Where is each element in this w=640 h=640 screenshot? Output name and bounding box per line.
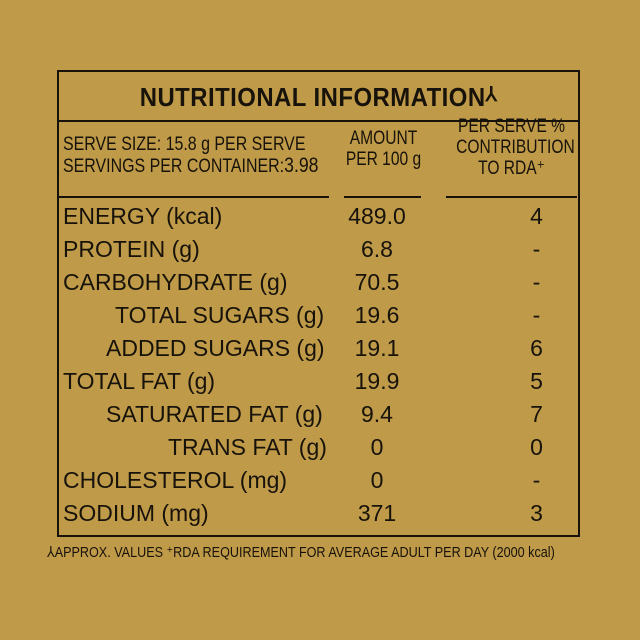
rda-value: - (532, 236, 541, 262)
nutrient-name: CARBOHYDRATE (g) (63, 269, 288, 295)
amount-value: 70.5 (354, 269, 400, 295)
rda-header-line1: PER SERVE % (457, 116, 566, 137)
servings-per-container: SERVINGS PER CONTAINER:3.98 (63, 155, 318, 177)
rda-value: 7 (530, 401, 543, 427)
rda-value: 4 (530, 203, 543, 229)
nutrient-name: ADDED SUGARS (g) (106, 335, 325, 361)
rda-value: - (532, 302, 541, 328)
footnote: ⅄APPROX. VALUES ⁺RDA REQUIREMENT FOR AVE… (47, 544, 555, 561)
amount-header-line2: PER 100 g (345, 149, 422, 170)
nutrient-name: TOTAL SUGARS (g) (115, 302, 325, 328)
header-divider (344, 196, 421, 198)
rda-value: 5 (530, 368, 543, 394)
serve-size: SERVE SIZE: 15.8 g PER SERVE (63, 134, 306, 155)
nutrient-name: SATURATED FAT (g) (106, 401, 323, 427)
header-divider (59, 196, 329, 198)
amount-value: 371 (357, 500, 397, 526)
table-row: SODIUM (mg) 371 3 (59, 496, 578, 529)
nutrient-name: SODIUM (mg) (63, 500, 209, 526)
amount-value: 0 (370, 434, 384, 460)
table-row: ENERGY (kcal) 489.0 4 (59, 199, 578, 232)
amount-value: 489.0 (348, 203, 406, 229)
rda-header-line3: TO RDA⁺ (478, 158, 545, 179)
table-row: TRANS FAT (g) 0 0 (59, 430, 578, 463)
servings-value: 3.98 (284, 154, 319, 177)
rda-value: - (532, 467, 541, 493)
amount-value: 9.4 (361, 401, 393, 427)
nutrient-name: TRANS FAT (g) (168, 434, 327, 460)
amount-value: 19.9 (354, 368, 400, 394)
servings-label: SERVINGS PER CONTAINER: (63, 156, 285, 177)
table-row: CHOLESTEROL (mg) 0 - (59, 463, 578, 496)
rda-value: 3 (530, 500, 543, 526)
rda-column-header: PER SERVE % CONTRIBUTION TO RDA⁺ (456, 116, 575, 179)
amount-value: 6.8 (361, 236, 393, 262)
nutrient-name: TOTAL FAT (g) (63, 368, 216, 394)
amount-value: 0 (370, 467, 384, 493)
table-row: PROTEIN (g) 6.8 - (59, 232, 578, 265)
rda-value: 0 (530, 434, 543, 460)
table-row: TOTAL SUGARS (g) 19.6 - (59, 298, 578, 331)
table-row: ADDED SUGARS (g) 19.1 6 (59, 331, 578, 364)
table-row: SATURATED FAT (g) 9.4 7 (59, 397, 578, 430)
table-row: CARBOHYDRATE (g) 70.5 - (59, 265, 578, 298)
amount-value: 19.1 (354, 335, 400, 361)
nutrition-table: NUTRITIONAL INFORMATION⅄ SERVE SIZE: 15.… (57, 70, 580, 537)
nutrient-name: PROTEIN (g) (63, 236, 200, 262)
header-divider (446, 196, 577, 198)
rda-value: - (532, 269, 541, 295)
amount-column-header: AMOUNT PER 100 g (345, 128, 423, 170)
serving-info: SERVE SIZE: 15.8 g PER SERVE SERVINGS PE… (63, 134, 318, 177)
rda-header-line2: CONTRIBUTION (456, 137, 575, 158)
table-row: TOTAL FAT (g) 19.9 5 (59, 364, 578, 397)
nutrient-name: CHOLESTEROL (mg) (63, 467, 288, 493)
title-divider (59, 120, 578, 122)
rda-value: 6 (530, 335, 543, 361)
table-title: NUTRITIONAL INFORMATION⅄ (80, 82, 557, 113)
amount-value: 19.6 (354, 302, 400, 328)
nutrient-name: ENERGY (kcal) (63, 203, 223, 229)
amount-header-line1: AMOUNT (349, 128, 418, 149)
title-text: NUTRITIONAL INFORMATION (139, 82, 486, 112)
approx-mark: ⅄ (485, 84, 498, 106)
